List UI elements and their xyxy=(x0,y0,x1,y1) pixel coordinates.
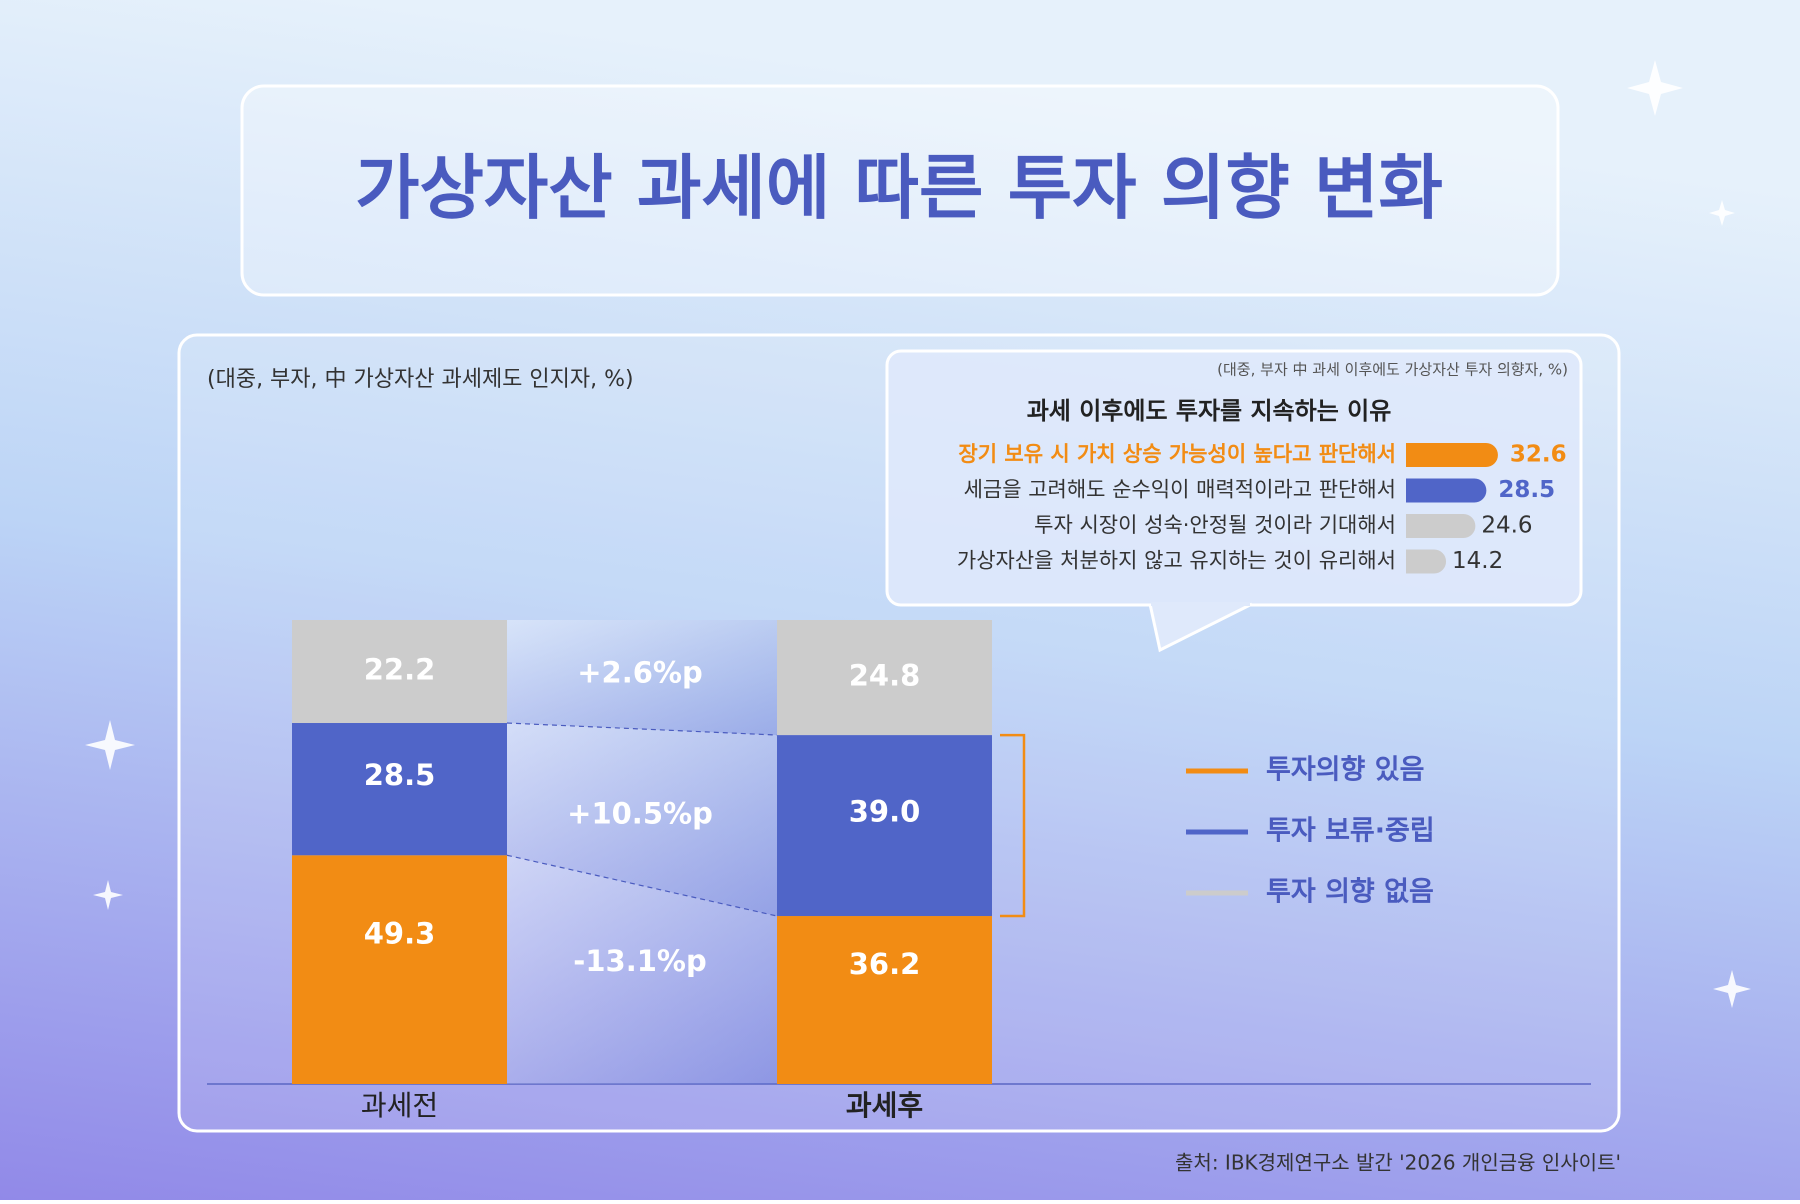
row-label: 장기 보유 시 가치 상승 가능성이 높다고 판단해서 xyxy=(958,442,1396,466)
connector xyxy=(507,620,777,736)
value-label: 28.5 xyxy=(364,758,436,792)
bar-segment xyxy=(292,620,507,724)
change-annotation: +10.5%p xyxy=(567,796,713,830)
connector-line xyxy=(506,722,778,736)
value-label: 39.0 xyxy=(849,795,921,829)
bar-segment xyxy=(777,735,992,917)
inset-subtitle: (대중, 부자 中 과세 이후에도 가상자산 투자 의향자, %) xyxy=(1217,361,1568,379)
reason-bar xyxy=(1406,443,1498,467)
change-annotation: -13.1%p xyxy=(573,944,706,978)
value-label: 22.2 xyxy=(364,653,436,687)
value-label: 49.3 xyxy=(364,917,436,951)
legend-label: 투자의향 있음 xyxy=(1266,755,1424,786)
row-label: 투자 시장이 성숙·안정될 것이라 기대해서 xyxy=(1034,513,1396,537)
reason-bar xyxy=(1406,514,1476,538)
reason-value: 28.5 xyxy=(1498,477,1555,503)
row-label: 세금을 고려해도 순수익이 매력적이라고 판단해서 xyxy=(964,478,1396,502)
change-annotation: +2.6%p xyxy=(577,656,703,690)
inset-title: 과세 이후에도 투자를 지속하는 이유 xyxy=(1027,397,1392,425)
reason-value: 32.6 xyxy=(1510,442,1567,468)
connector xyxy=(507,723,777,917)
legend-label: 투자 보류·중립 xyxy=(1266,816,1435,847)
connector-line xyxy=(506,854,778,917)
legend-label: 투자 의향 없음 xyxy=(1266,877,1434,908)
connector xyxy=(507,855,777,1084)
reason-bar xyxy=(1406,549,1447,574)
bar-segment xyxy=(777,916,992,1084)
reason-bar xyxy=(1406,478,1487,503)
source: 출처: IBK경제연구소 발간 '2026 개인금융 인사이트' xyxy=(1175,1151,1621,1175)
reason-value: 14.2 xyxy=(1452,548,1503,574)
row-label: 가상자산을 처분하지 않고 유지하는 것이 유리해서 xyxy=(957,549,1396,573)
title: 가상자산 과세에 따른 투자 의향 변화 xyxy=(355,147,1443,229)
bar-segment xyxy=(292,723,507,856)
x-tick-label: 과세전 xyxy=(361,1089,438,1122)
sparkles xyxy=(85,60,1751,1008)
bar-segment xyxy=(777,620,992,736)
value-label: 24.8 xyxy=(849,659,921,693)
x-tick-label: 과세후 xyxy=(846,1089,923,1122)
title-box xyxy=(240,84,1560,297)
chart-subtitle: (대중, 부자, 中 가상자산 과세제도 인지자, %) xyxy=(207,367,634,392)
value-label: 36.2 xyxy=(849,947,921,981)
reason-value: 24.6 xyxy=(1481,513,1532,539)
bracket xyxy=(1000,733,1026,918)
speech-tail xyxy=(1148,602,1253,653)
bar-segment xyxy=(292,855,507,1084)
